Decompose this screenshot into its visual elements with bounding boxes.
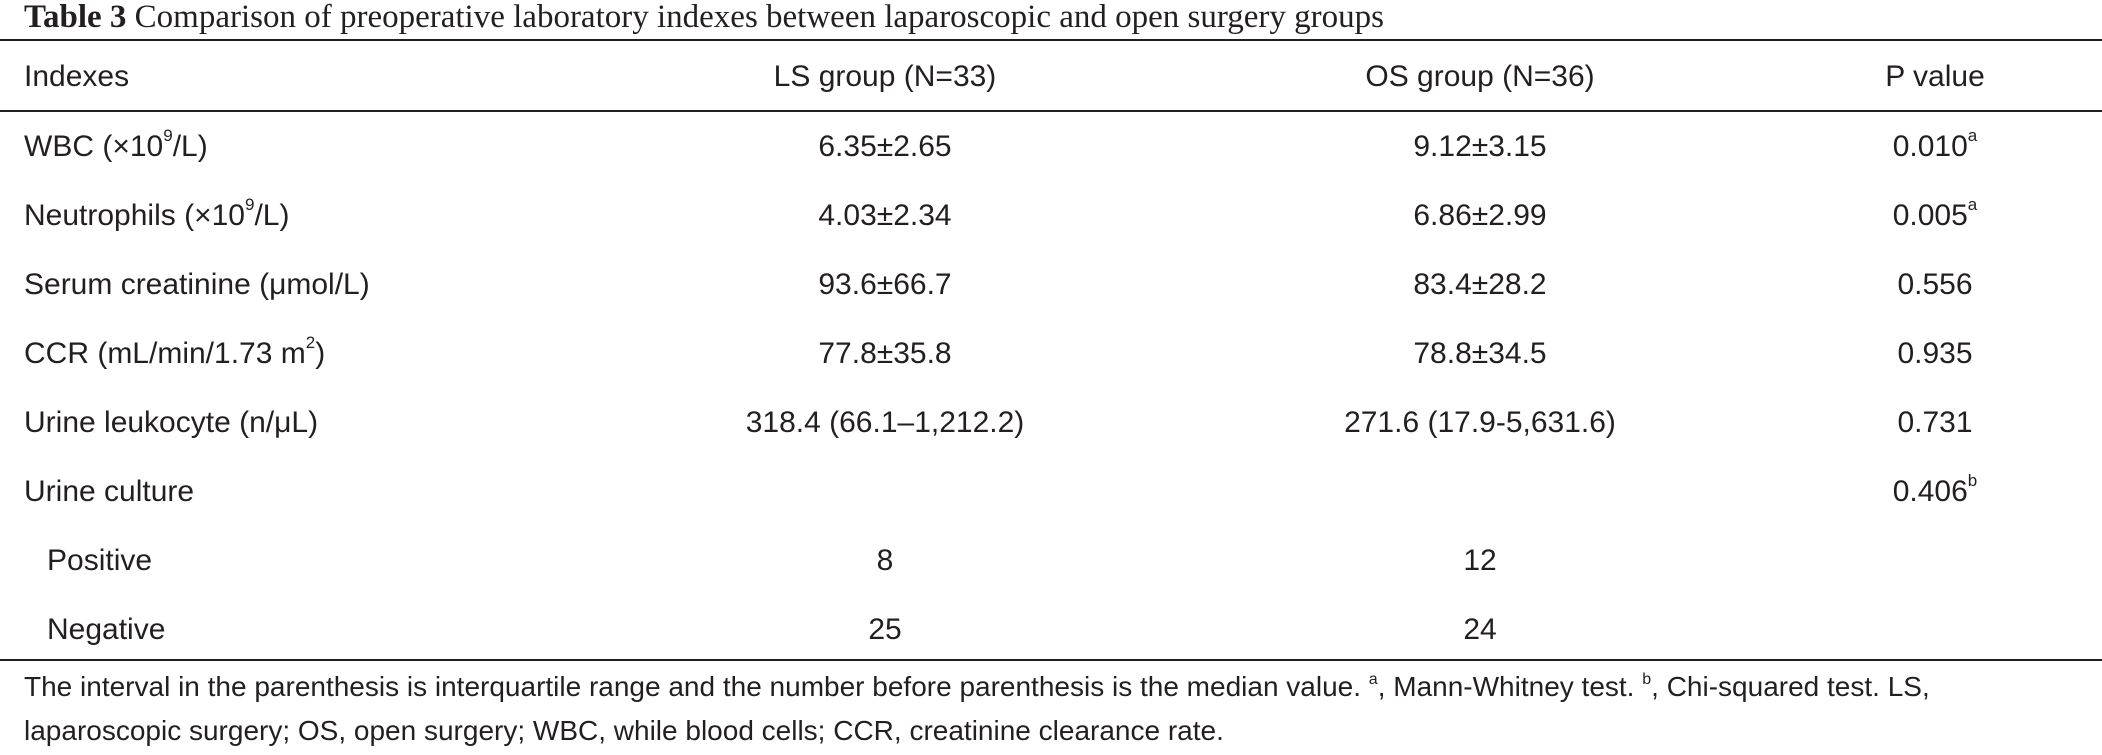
table-header-row: Indexes LS group (N=33) OS group (N=36) … — [0, 42, 2102, 111]
table-row: WBC (×109/L) 6.35±2.65 9.12±3.15 0.010a — [0, 112, 2102, 181]
ls-value: 25 — [868, 613, 902, 646]
os-value: 24 — [1463, 613, 1497, 646]
table-footnote: The interval in the parenthesis is inter… — [24, 670, 1930, 746]
p-value: 0.406b — [1892, 471, 1978, 508]
p-value: 0.005a — [1892, 195, 1978, 232]
row-label: Serum creatinine (μmol/L) — [24, 268, 370, 301]
os-value: 9.12±3.15 — [1413, 130, 1547, 163]
header-indexes: Indexes — [24, 60, 130, 93]
table-row: Positive 8 12 — [0, 526, 2102, 595]
table-row: Negative 25 24 — [0, 595, 2102, 664]
row-label: Neutrophils (×109/L) — [24, 195, 290, 232]
top-rule — [0, 39, 2102, 41]
table-row: Neutrophils (×109/L) 4.03±2.34 6.86±2.99… — [0, 181, 2102, 250]
table-caption-text: Comparison of preoperative laboratory in… — [134, 0, 1384, 35]
header-p-value: P value — [1885, 60, 1985, 93]
row-label: CCR (mL/min/1.73 m2) — [24, 333, 326, 370]
table-row: CCR (mL/min/1.73 m2) 77.8±35.8 78.8±34.5… — [0, 319, 2102, 388]
bottom-rule — [0, 659, 2102, 661]
p-value: 0.935 — [1897, 337, 1973, 370]
os-value: 12 — [1463, 544, 1497, 577]
row-label: Urine culture — [24, 475, 195, 508]
row-label: Negative — [47, 613, 166, 646]
header-os-group: OS group (N=36) — [1365, 60, 1595, 93]
ls-value: 93.6±66.7 — [818, 268, 952, 301]
p-value: 0.010a — [1892, 126, 1978, 163]
os-value: 6.86±2.99 — [1413, 199, 1547, 232]
row-label: Urine leukocyte (n/μL) — [24, 406, 319, 439]
ls-value: 8 — [876, 544, 894, 577]
p-value: 0.556 — [1897, 268, 1973, 301]
table-row: Urine culture 0.406b — [0, 457, 2102, 526]
os-value: 83.4±28.2 — [1413, 268, 1547, 301]
os-value: 271.6 (17.9-5,631.6) — [1344, 406, 1616, 439]
row-label: Positive — [47, 544, 153, 577]
ls-value: 318.4 (66.1–1,212.2) — [745, 406, 1025, 439]
header-rule — [0, 110, 2102, 112]
table-caption-label: Table 3 — [24, 0, 127, 35]
table-row: Serum creatinine (μmol/L) 93.6±66.7 83.4… — [0, 250, 2102, 319]
os-value: 78.8±34.5 — [1413, 337, 1547, 370]
ls-value: 6.35±2.65 — [818, 130, 952, 163]
header-ls-group: LS group (N=33) — [773, 60, 997, 93]
p-value: 0.731 — [1897, 406, 1973, 439]
ls-value: 77.8±35.8 — [818, 337, 952, 370]
ls-value: 4.03±2.34 — [818, 199, 952, 232]
table-row: Urine leukocyte (n/μL) 318.4 (66.1–1,212… — [0, 388, 2102, 457]
row-label: WBC (×109/L) — [24, 126, 208, 163]
table-caption: Table 3 Comparison of preoperative labor… — [24, 0, 1384, 40]
